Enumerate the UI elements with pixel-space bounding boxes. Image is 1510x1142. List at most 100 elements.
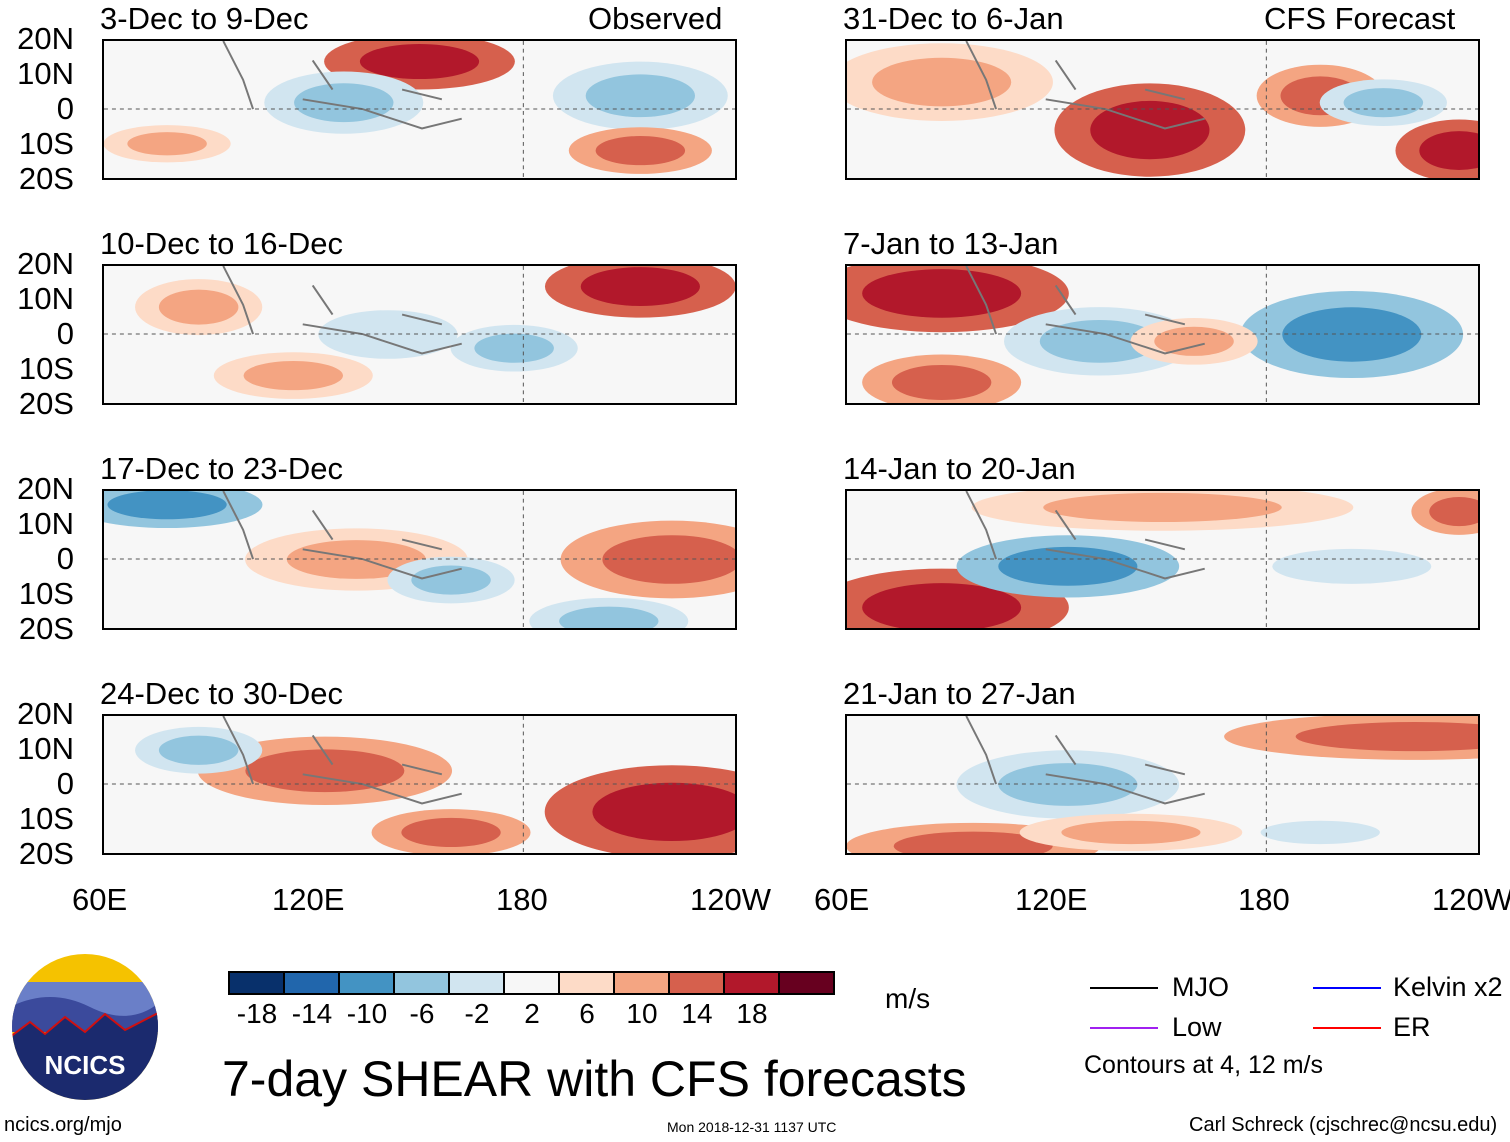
panel-title: 24-Dec to 30-Dec bbox=[100, 676, 343, 711]
shear-anomaly-blob bbox=[1154, 326, 1234, 356]
shear-anomaly-blob bbox=[245, 749, 405, 793]
legend-low: Low bbox=[1172, 1012, 1222, 1042]
shear-anomaly-blob bbox=[158, 735, 239, 765]
shear-anomaly-blob bbox=[294, 83, 394, 123]
coastline bbox=[965, 266, 1205, 355]
shear-anomaly-blob bbox=[1090, 100, 1210, 160]
shear-anomaly-blob bbox=[998, 546, 1138, 586]
lat-label: 0 bbox=[56, 316, 74, 351]
shear-map-panel bbox=[845, 714, 1480, 855]
shear-anomaly-blob bbox=[592, 782, 735, 842]
shear-anomaly-blob bbox=[1043, 492, 1282, 523]
shear-map-panel bbox=[845, 489, 1480, 630]
lon-label: 180 bbox=[1238, 882, 1290, 917]
observed-label: Observed bbox=[588, 1, 723, 36]
panel-title: 17-Dec to 23-Dec bbox=[100, 451, 343, 486]
lon-label: 180 bbox=[496, 882, 548, 917]
shear-anomaly-blob bbox=[847, 43, 1053, 121]
colorbar-label: -14 bbox=[291, 998, 333, 1029]
legend-line-er bbox=[1313, 1027, 1381, 1029]
shear-anomaly-blob bbox=[998, 763, 1138, 806]
contour-note: Contours at 4, 12 m/s bbox=[1084, 1051, 1324, 1079]
colorbar-swatch bbox=[505, 973, 560, 993]
shear-anomaly-blob bbox=[1343, 88, 1424, 118]
shear-map-panel bbox=[845, 39, 1480, 180]
shear-anomaly-blob bbox=[1061, 820, 1201, 845]
shear-anomaly-blob bbox=[580, 267, 700, 306]
lat-label: 20S bbox=[18, 836, 74, 871]
colorbar-label: -18 bbox=[236, 998, 278, 1029]
panel-title: 3-Dec to 9-Dec bbox=[100, 1, 309, 36]
lat-label: 20N bbox=[17, 21, 74, 56]
shear-anomaly-blob bbox=[411, 565, 491, 595]
lon-label: 60E bbox=[72, 882, 128, 917]
colorbar-label: -10 bbox=[346, 998, 388, 1029]
colorbar-label: 2 bbox=[524, 998, 540, 1029]
colorbar-label: -2 bbox=[464, 998, 490, 1029]
colorbar-label: 6 bbox=[579, 998, 595, 1029]
lat-label: 20S bbox=[18, 161, 74, 196]
shear-anomaly-blob bbox=[107, 491, 227, 520]
lat-label: 0 bbox=[56, 91, 74, 126]
legend-line-mjo bbox=[1090, 987, 1158, 989]
shear-anomaly-blob bbox=[1282, 307, 1422, 362]
legend-mjo: MJO bbox=[1172, 972, 1229, 1002]
colorbar-label: 14 bbox=[681, 998, 713, 1029]
coastline bbox=[965, 491, 1205, 580]
shear-anomaly-blob bbox=[585, 74, 696, 118]
logo-text: NCICS bbox=[45, 1050, 126, 1080]
units-label: m/s bbox=[885, 983, 931, 1014]
coastline bbox=[222, 266, 462, 355]
shear-anomaly-blob bbox=[401, 817, 501, 848]
lat-label: 0 bbox=[56, 541, 74, 576]
lon-label: 120E bbox=[1015, 882, 1088, 917]
shear-anomaly-blob bbox=[1272, 548, 1432, 584]
shear-map-panel bbox=[102, 39, 737, 180]
shear-anomaly-blob bbox=[559, 606, 659, 628]
lat-label: 0 bbox=[56, 766, 74, 801]
panel-title: 10-Dec to 16-Dec bbox=[100, 226, 343, 261]
colorbar-label: -6 bbox=[409, 998, 435, 1029]
panel-title: 31-Dec to 6-Jan bbox=[843, 1, 1064, 36]
shear-map-panel bbox=[845, 264, 1480, 405]
legend-line-kelvin bbox=[1313, 987, 1381, 989]
lat-label: 20S bbox=[18, 386, 74, 421]
shear-anomaly-blob bbox=[891, 364, 992, 400]
shear-anomaly-blob bbox=[862, 269, 1022, 318]
lat-label: 10N bbox=[17, 56, 74, 91]
shear-anomaly-blob bbox=[359, 44, 480, 80]
colorbar-swatch bbox=[615, 973, 670, 993]
lat-label: 10S bbox=[18, 576, 74, 611]
lat-label: 10N bbox=[17, 506, 74, 541]
legend-kelvin: Kelvin x2 bbox=[1393, 972, 1503, 1002]
cfs-forecast-label: CFS Forecast bbox=[1264, 1, 1456, 36]
shear-anomaly-blob bbox=[318, 310, 458, 359]
colorbar-label: 10 bbox=[626, 998, 658, 1029]
lon-label: 120E bbox=[272, 882, 345, 917]
colorbar-swatch bbox=[560, 973, 615, 993]
lat-label: 20N bbox=[17, 696, 74, 731]
lat-label: 20S bbox=[18, 611, 74, 646]
colorbar-swatch bbox=[230, 973, 285, 993]
colorbar bbox=[228, 971, 835, 995]
shear-anomaly-blob bbox=[595, 136, 686, 166]
panel-title: 14-Jan to 20-Jan bbox=[843, 451, 1076, 486]
colorbar-swatch bbox=[780, 973, 833, 993]
panel-title: 7-Jan to 13-Jan bbox=[843, 226, 1059, 261]
lon-label: 120W bbox=[1432, 882, 1510, 917]
coastline bbox=[222, 41, 462, 130]
shear-anomaly-blob bbox=[1039, 319, 1160, 363]
lat-label: 10S bbox=[18, 126, 74, 161]
colorbar-label: 18 bbox=[736, 998, 768, 1029]
lat-label: 20N bbox=[17, 471, 74, 506]
ncics-logo: NCICS bbox=[12, 954, 158, 1100]
coastline bbox=[222, 491, 462, 580]
lat-label: 10S bbox=[18, 801, 74, 836]
footer-url[interactable]: ncics.org/mjo bbox=[4, 1114, 122, 1136]
colorbar-swatch bbox=[725, 973, 780, 993]
shear-anomaly-blob bbox=[127, 132, 207, 156]
legend-line-low bbox=[1090, 1027, 1158, 1029]
lat-label: 10N bbox=[17, 731, 74, 766]
footer-author: Carl Schreck (cjschrec@ncsu.edu) bbox=[1189, 1114, 1498, 1136]
